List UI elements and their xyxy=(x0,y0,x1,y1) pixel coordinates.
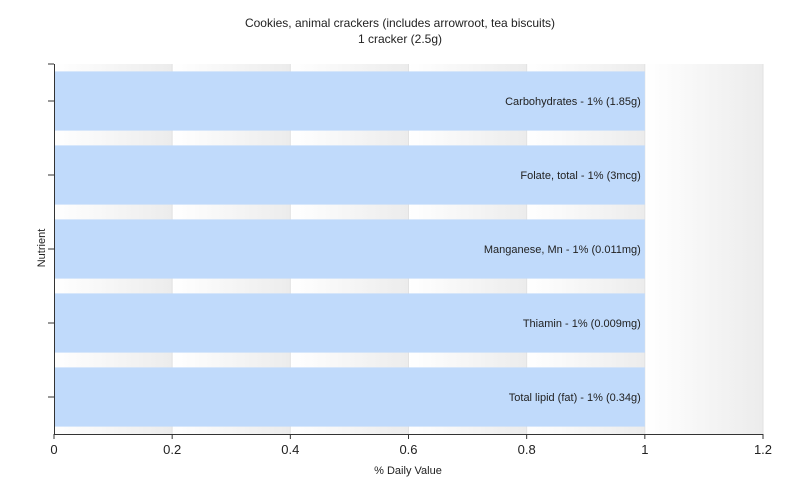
x-tick-label: 0.2 xyxy=(163,442,181,457)
x-tick-label: 1.2 xyxy=(754,442,772,457)
bar xyxy=(54,71,645,131)
chart-subtitle: 1 cracker (2.5g) xyxy=(357,32,443,46)
bar xyxy=(54,367,645,427)
bar xyxy=(54,219,645,279)
bar-data-label: Manganese, Mn - 1% (0.011mg) xyxy=(484,244,641,256)
chart-title: Cookies, animal crackers (includes arrow… xyxy=(244,16,556,30)
bar xyxy=(54,293,645,353)
grid-band xyxy=(644,64,763,434)
x-tick-label: 0.6 xyxy=(399,442,417,457)
x-tick-label: 1 xyxy=(641,442,648,457)
x-tick-label: 0.4 xyxy=(281,442,299,457)
bar-data-label: Carbohydrates - 1% (1.85g) xyxy=(505,96,641,108)
x-tick-label: 0 xyxy=(50,442,57,457)
x-tick-label: 0.8 xyxy=(518,442,536,457)
bar-data-label: Folate, total - 1% (3mcg) xyxy=(520,170,640,182)
bar-data-label: Total lipid (fat) - 1% (0.34g) xyxy=(509,392,641,404)
x-axis-label: % Daily Value xyxy=(374,465,442,477)
y-axis-label: Nutrient xyxy=(36,228,48,268)
bar-data-label: Thiamin - 1% (0.009mg) xyxy=(523,318,641,330)
bar xyxy=(54,145,645,205)
